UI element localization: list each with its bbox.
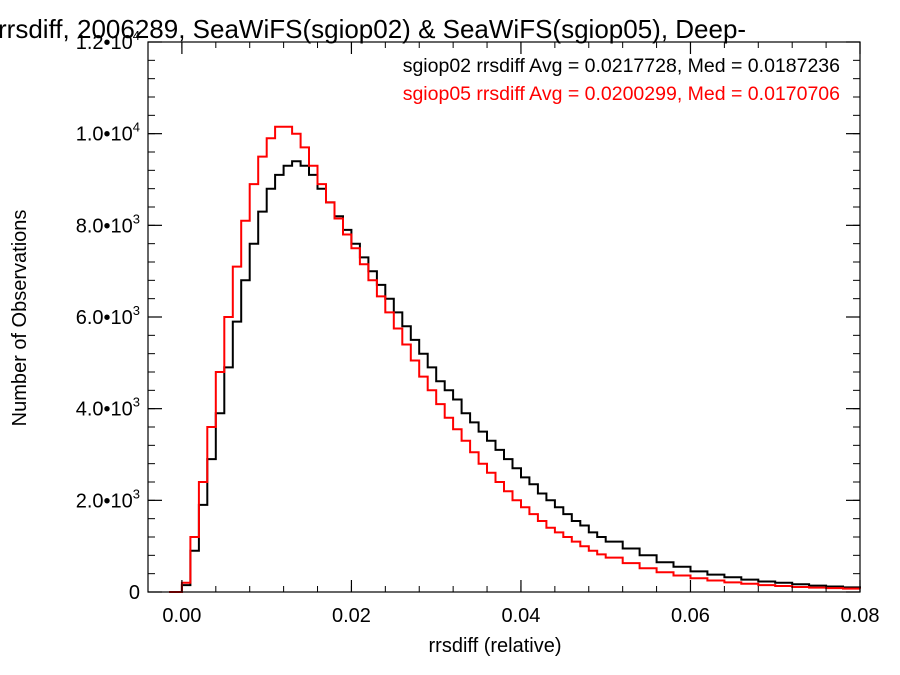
series-line-sgiop02	[169, 160, 861, 593]
x-tick-label: 0.02	[332, 605, 371, 627]
y-axis: 0 2.0•103 4.0•103 6.0•103 8.0•103 1.0•104 1.2•…	[76, 28, 860, 604]
series-lines	[169, 125, 861, 593]
x-axis-label: rrsdiff (relative)	[429, 635, 562, 657]
x-tick-label: 0.04	[501, 605, 540, 627]
y-tick-label: 0	[129, 582, 140, 604]
legend-annotation-sgiop02: sgiop02 rrsdiff Avg = 0.0217728, Med = 0…	[403, 55, 840, 77]
y-tick-label: 2.0•103	[76, 486, 140, 512]
x-tick-label: 0.06	[671, 605, 710, 627]
y-tick-label: 1.0•104	[76, 120, 140, 146]
chart-title: rrsdiff, 2006289, SeaWiFS(sgiop02) & Sea…	[0, 14, 746, 44]
y-tick-label: 6.0•103	[76, 303, 140, 329]
x-axis: 0.00 0.02 0.04 0.06 0.08	[162, 42, 879, 627]
y-tick-label: 1.2•104	[76, 28, 140, 54]
legend-annotation-sgiop05: sgiop05 rrsdiff Avg = 0.0200299, Med = 0…	[403, 83, 840, 105]
y-tick-label: 8.0•103	[76, 211, 140, 237]
x-tick-label: 0.00	[162, 605, 201, 627]
series-line-sgiop05	[169, 125, 861, 593]
y-axis-label: Number of Observations	[9, 210, 31, 427]
y-tick-label: 4.0•103	[76, 395, 140, 421]
x-tick-label: 0.08	[841, 605, 880, 627]
